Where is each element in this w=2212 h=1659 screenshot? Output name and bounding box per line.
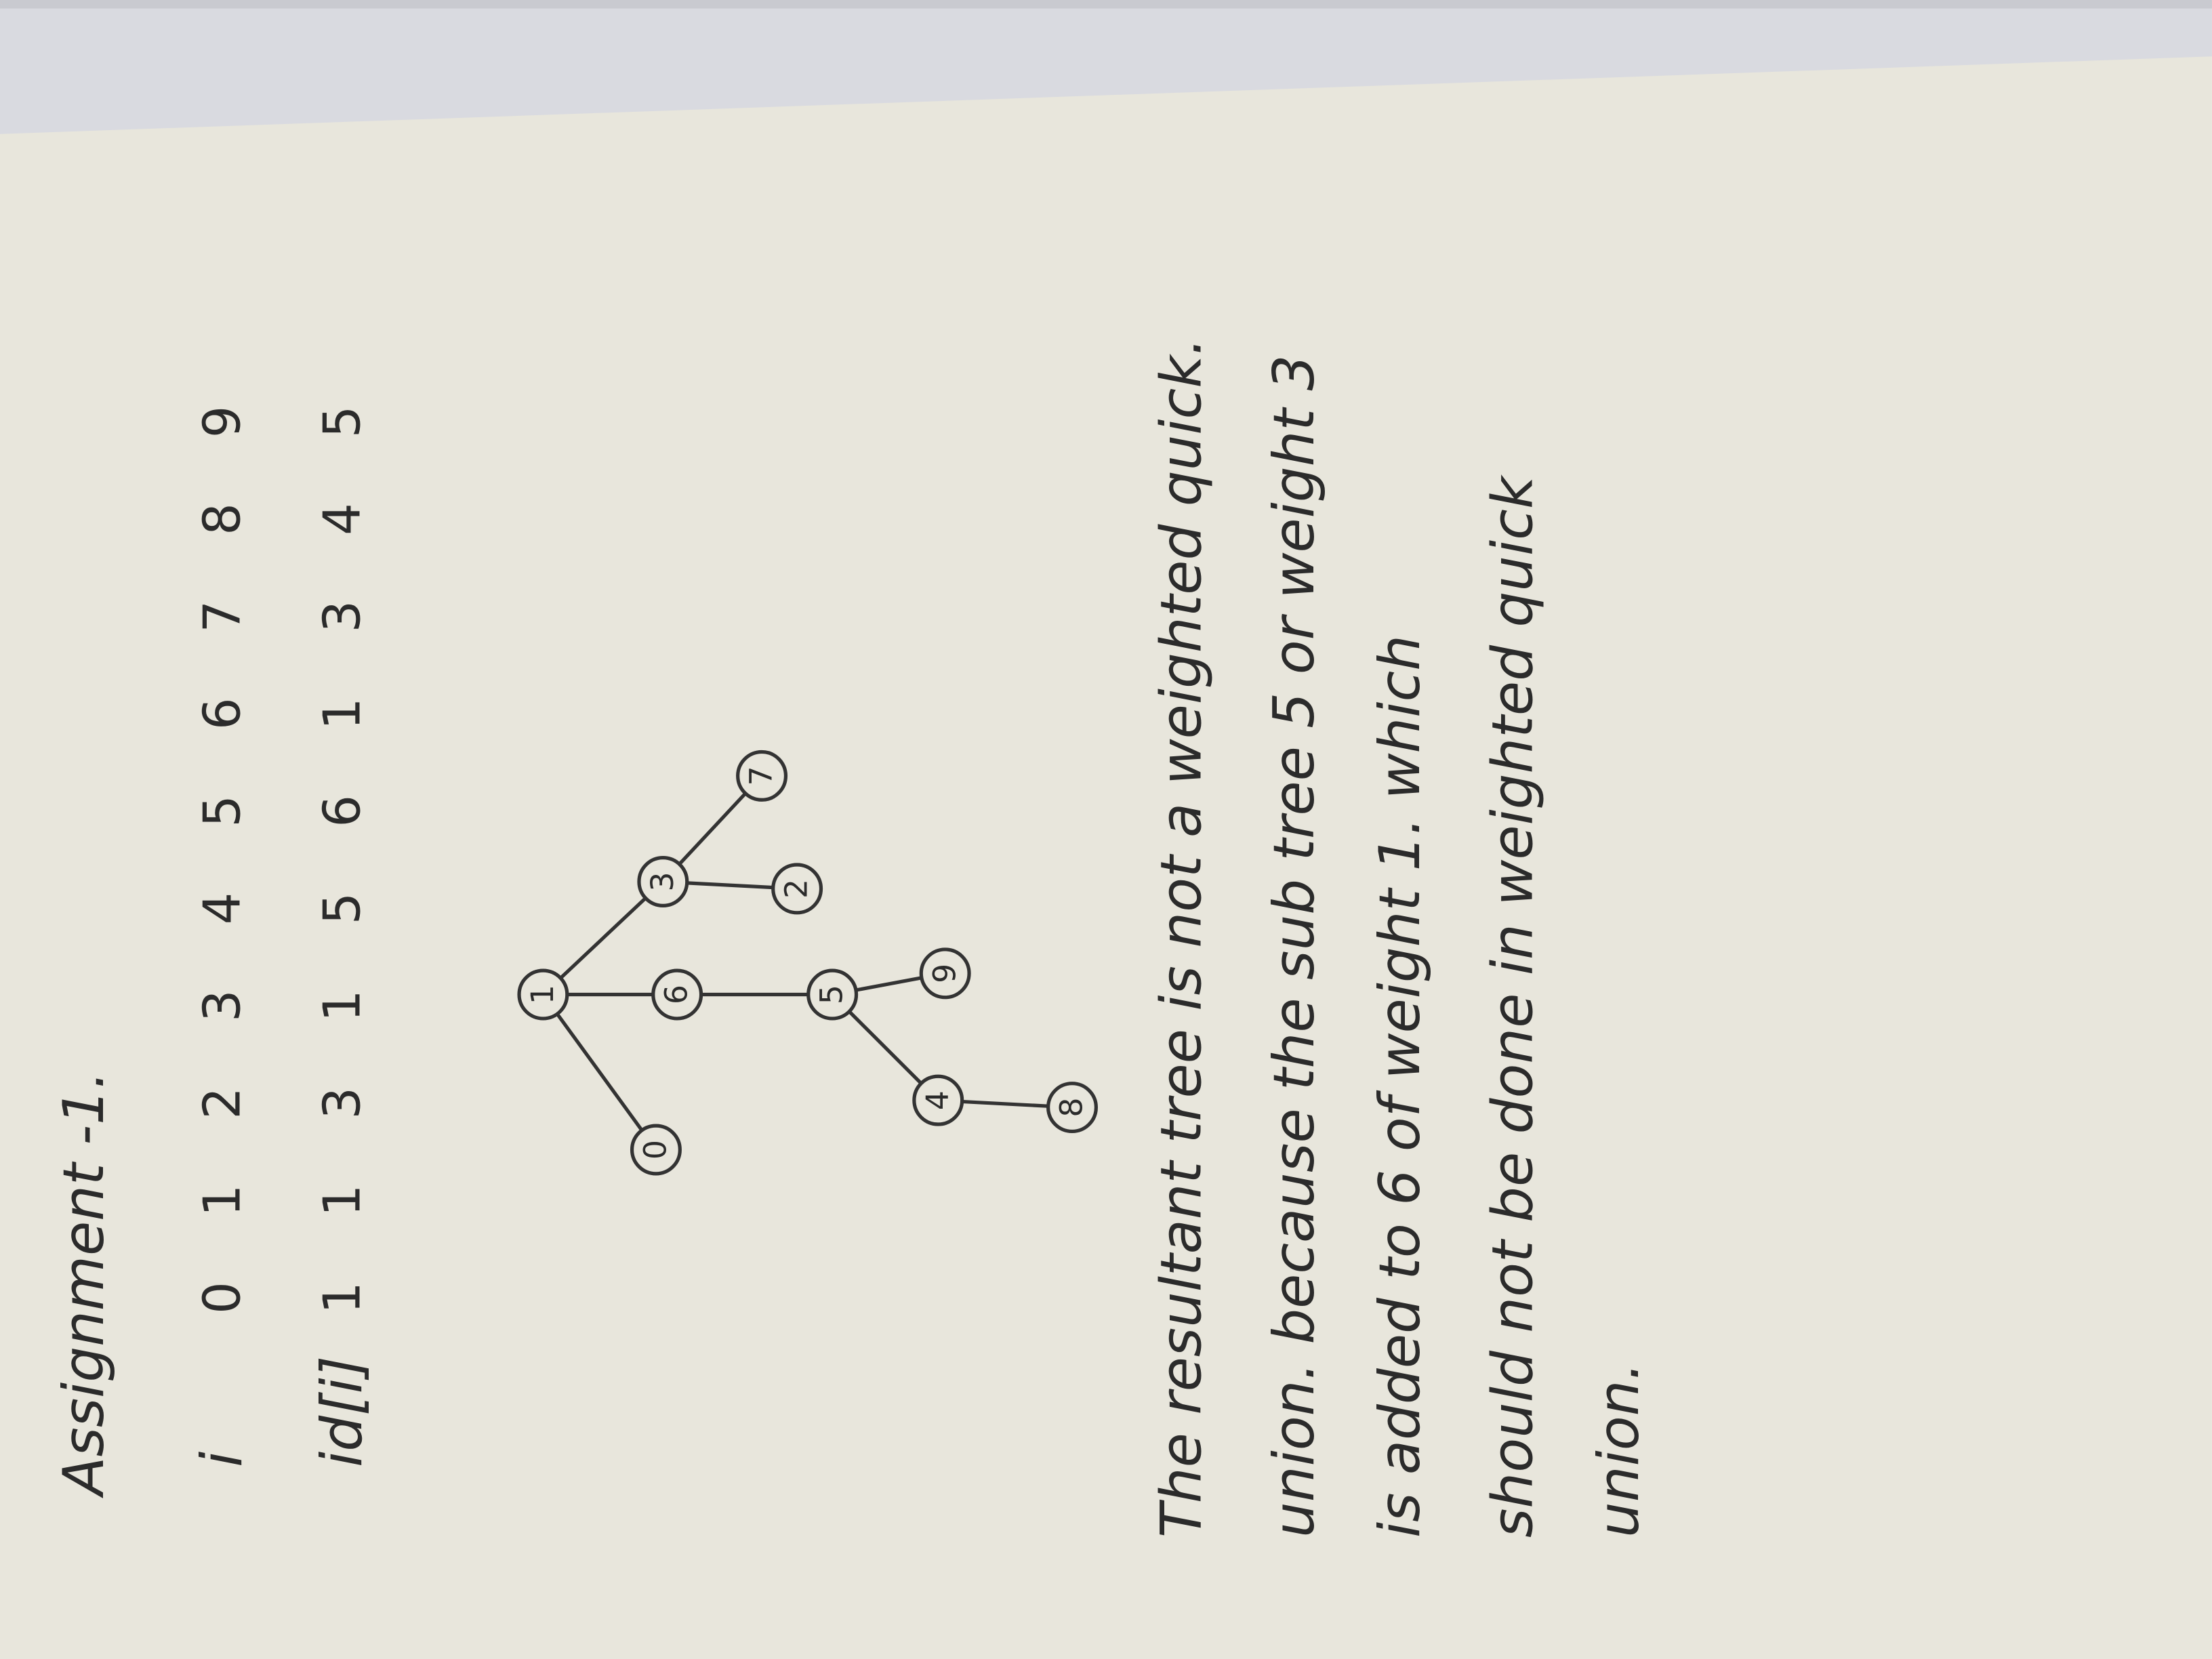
edge xyxy=(0,0,2212,9)
cell: 1 xyxy=(312,1185,371,1217)
edge xyxy=(541,993,658,1151)
cell: 5 xyxy=(312,893,371,925)
paragraph-line: union. because the sub tree 5 or weight … xyxy=(1261,355,1327,1538)
node-circle xyxy=(806,968,859,1021)
paragraph-line: is added to 6 of weight 1. which xyxy=(1367,635,1433,1538)
cell: 1 xyxy=(312,697,371,730)
paragraph-line: union. xyxy=(1586,1362,1652,1538)
node-circle xyxy=(517,968,569,1021)
cell: 7 xyxy=(192,600,252,633)
node-circle xyxy=(651,968,703,1021)
node-label: 3 xyxy=(644,872,680,891)
cell: 1 xyxy=(312,1282,371,1314)
node-label: 5 xyxy=(813,985,850,1004)
node-circle xyxy=(630,1124,682,1176)
cell: 6 xyxy=(312,795,371,827)
paragraph-line: should not be done in weighted quick xyxy=(1480,474,1546,1538)
node-circle xyxy=(919,947,971,1000)
table: i 0 1 2 3 4 5 6 7 8 9 id[i] 1 1 3 1 5 6 1 3 4 5 xyxy=(189,406,375,1467)
title: Assignment -1. xyxy=(51,1071,117,1498)
node-circle xyxy=(736,750,788,802)
cell: 5 xyxy=(312,406,371,438)
node-label: 0 xyxy=(637,1140,674,1160)
cell: 3 xyxy=(192,989,252,1022)
cell: 0 xyxy=(192,1282,252,1314)
edge xyxy=(541,880,665,996)
nodes: 1 0 6 5 9 4 8 3 2 7 xyxy=(517,750,1099,1176)
row-label: i xyxy=(189,1452,255,1467)
node-label: 4 xyxy=(919,1090,956,1110)
background-strip xyxy=(0,0,2212,134)
node-label: 1 xyxy=(524,985,560,1004)
cell: 6 xyxy=(192,697,252,730)
node-label: 2 xyxy=(778,879,815,899)
node-circle xyxy=(1046,1082,1099,1134)
node-circle xyxy=(912,1074,964,1126)
cell: 3 xyxy=(312,1087,371,1120)
node-circle xyxy=(637,856,689,907)
row-label: id[i] xyxy=(309,1356,375,1467)
node-label: 7 xyxy=(743,766,779,785)
paragraph-line: The resultant tree is not a weighted qui… xyxy=(1148,337,1214,1538)
node-circle xyxy=(771,863,823,915)
cell: 4 xyxy=(312,503,371,535)
node-label: 6 xyxy=(658,985,695,1004)
cell: 3 xyxy=(312,600,371,633)
paragraph: The resultant tree is not a weighted qui… xyxy=(1148,337,1651,1538)
node-label: 8 xyxy=(1053,1097,1090,1117)
cell: 1 xyxy=(192,1185,252,1217)
tree: 1 0 6 5 9 4 8 3 2 7 xyxy=(517,750,1099,1176)
cell: 8 xyxy=(192,503,252,535)
cell: 9 xyxy=(192,406,252,438)
cell: 4 xyxy=(192,893,252,925)
sheet: Assignment -1. i 0 1 2 3 4 5 6 7 8 9 id[i] 1 1 3 1 5 6 1 3 4… xyxy=(51,337,1652,1538)
cell: 5 xyxy=(192,795,252,827)
cell: 1 xyxy=(312,989,371,1022)
node-label: 9 xyxy=(926,964,962,983)
cell: 2 xyxy=(192,1087,252,1120)
